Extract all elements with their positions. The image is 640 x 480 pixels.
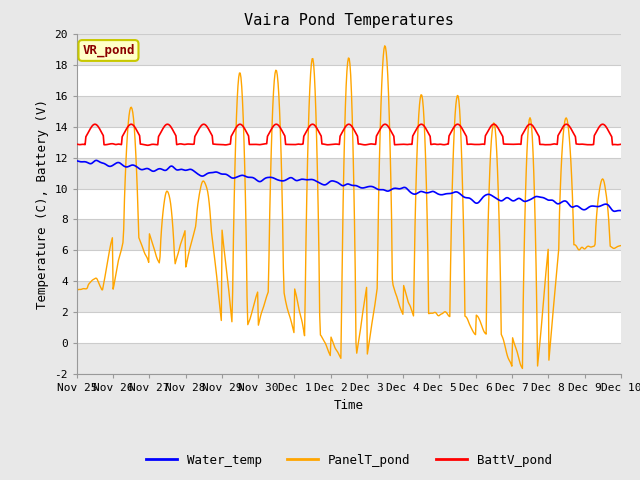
Text: VR_pond: VR_pond [82,44,135,57]
Legend: Water_temp, PanelT_pond, BattV_pond: Water_temp, PanelT_pond, BattV_pond [141,449,557,472]
Bar [77,96,621,127]
X-axis label: Time: Time [334,399,364,412]
Bar [77,281,621,312]
Bar [77,157,621,189]
Title: Vaira Pond Temperatures: Vaira Pond Temperatures [244,13,454,28]
Bar [77,219,621,251]
Y-axis label: Temperature (C), Battery (V): Temperature (C), Battery (V) [36,99,49,309]
Bar [77,343,621,374]
Bar [77,34,621,65]
